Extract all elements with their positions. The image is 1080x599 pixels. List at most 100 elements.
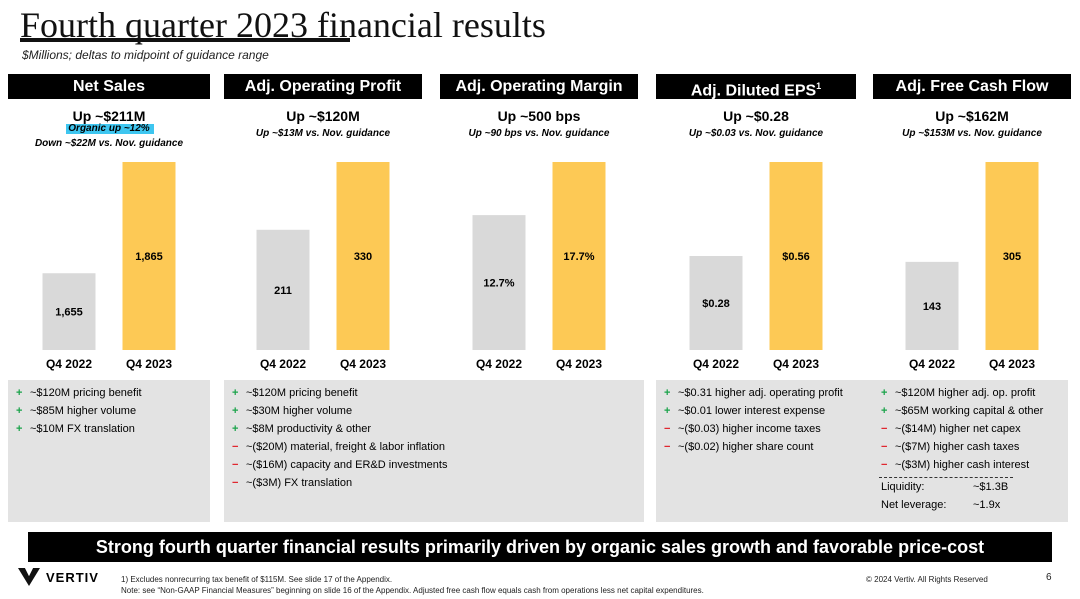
title-underline: [20, 38, 350, 42]
plus-icon: +: [232, 405, 239, 417]
headline: Up ~$0.28: [723, 108, 789, 124]
footnote-1: 1) Excludes nonrecurring tax benefit of …: [121, 575, 393, 584]
driver-item: − ~($3M) FX translation: [232, 477, 352, 489]
copyright: © 2024 Vertiv. All Rights Reserved: [866, 575, 988, 584]
headline: Up ~$162M: [935, 108, 1009, 124]
driver-item: − ~($0.02) higher share count: [664, 441, 813, 453]
plus-icon: +: [16, 405, 23, 417]
vertiv-chevron-icon: [18, 568, 40, 586]
guidance-delta: Down ~$22M vs. Nov. guidance: [34, 138, 184, 149]
liquidity-label: Liquidity:: [881, 481, 925, 493]
driver-text: ~$120M higher adj. op. profit: [895, 387, 1036, 399]
bar-q4-2022: [472, 215, 526, 350]
bar-value-label: $0.28: [702, 298, 730, 310]
minus-icon: −: [232, 477, 239, 489]
headline: Up ~$120M: [286, 108, 360, 124]
minus-icon: −: [232, 459, 239, 471]
plus-icon: +: [16, 423, 23, 435]
panel-5: Adj. Free Cash Flow Up ~$162M Up ~$153M vs…: [873, 74, 1071, 374]
driver-item: + ~$65M working capital & other: [881, 405, 1043, 417]
driver-text: ~$30M higher volume: [246, 405, 353, 417]
drivers-box: + ~$120M higher adj. op. profit + ~$65M wor…: [873, 380, 1055, 522]
bar-value-label: 17.7%: [563, 251, 594, 263]
bar-value-label: 143: [923, 301, 941, 313]
panel-header: Adj. Free Cash Flow: [873, 74, 1071, 99]
organic-growth-note: Organic up ~12%: [68, 123, 150, 134]
bar-value-label: 1,655: [55, 307, 83, 319]
driver-text: ~($7M) higher cash taxes: [895, 441, 1020, 453]
driver-item: + ~$30M higher volume: [232, 405, 352, 417]
category-label: Q4 2022: [693, 357, 739, 371]
organic-highlight: [66, 124, 154, 134]
plus-icon: +: [664, 405, 671, 417]
driver-item: + ~$8M productivity & other: [232, 423, 371, 435]
driver-item: + ~$10M FX translation: [16, 423, 135, 435]
category-label: Q4 2023: [556, 357, 602, 371]
plus-icon: +: [881, 387, 888, 399]
driver-text: ~$120M pricing benefit: [30, 387, 142, 399]
category-label: Q4 2022: [260, 357, 306, 371]
bar-q4-2023: [122, 162, 176, 350]
panel-3: Adj. Operating Margin Up ~500 bps Up ~90 b…: [440, 74, 638, 374]
plus-icon: +: [232, 387, 239, 399]
footnote-2: Note: see “Non-GAAP Financial Measures” …: [121, 586, 704, 595]
plus-icon: +: [16, 387, 23, 399]
liquidity-label: Net leverage:: [881, 499, 947, 511]
driver-text: ~$10M FX translation: [30, 423, 135, 435]
bar-q4-2023: [336, 162, 390, 350]
headline: Up ~$211M: [72, 108, 146, 124]
driver-text: ~($3M) higher cash interest: [895, 459, 1030, 471]
driver-text: ~$85M higher volume: [30, 405, 137, 417]
logo-text: VERTIV: [46, 569, 99, 585]
guidance-delta: Up ~$0.03 vs. Nov. guidance: [688, 128, 824, 139]
driver-item: − ~($14M) higher net capex: [881, 423, 1021, 435]
category-label: Q4 2022: [476, 357, 522, 371]
bar-q4-2022: [689, 256, 743, 350]
minus-icon: −: [664, 423, 671, 435]
driver-text: ~($3M) FX translation: [246, 477, 353, 489]
driver-item: − ~($3M) higher cash interest: [881, 459, 1029, 471]
summary-banner: Strong fourth quarter financial results …: [28, 532, 1052, 562]
bar-q4-2022: [256, 229, 310, 350]
footnote-marker: 1: [816, 81, 822, 91]
bar-q4-2023: [769, 162, 823, 350]
panel-header: Adj. Operating Margin: [440, 74, 638, 99]
panel-header: Net Sales: [8, 74, 210, 99]
bar-q4-2022: [42, 273, 96, 350]
category-label: Q4 2023: [126, 357, 172, 371]
driver-text: ~($0.03) higher income taxes: [678, 423, 821, 435]
driver-text: ~$65M working capital & other: [895, 405, 1044, 417]
bar-chart: 211 Q4 2022 330 Q4 2023: [256, 162, 390, 371]
driver-text: ~($0.02) higher share count: [678, 441, 814, 453]
minus-icon: −: [881, 441, 888, 453]
minus-icon: −: [232, 441, 239, 453]
bar-q4-2023: [552, 162, 606, 350]
minus-icon: −: [881, 459, 888, 471]
driver-text: ~($14M) higher net capex: [895, 423, 1021, 435]
panel-header: Adj. Diluted EPS1: [656, 74, 856, 99]
plus-icon: +: [881, 405, 888, 417]
drivers-box: + ~$120M pricing benefit + ~$30M higher vol…: [224, 380, 644, 522]
driver-item: − ~($0.03) higher income taxes: [664, 423, 821, 435]
driver-item: + ~$0.31 higher adj. operating profit: [664, 387, 843, 399]
dashed-divider: [879, 477, 1013, 478]
driver-item: − ~($20M) material, freight & labor infla…: [232, 441, 445, 453]
bar-chart: 143 Q4 2022 305 Q4 2023: [905, 162, 1039, 371]
minus-icon: −: [881, 423, 888, 435]
headline: Up ~500 bps: [497, 108, 581, 124]
page-number: 6: [1046, 572, 1052, 583]
driver-text: ~$8M productivity & other: [246, 423, 372, 435]
bar-value-label: 330: [354, 251, 372, 263]
bar-chart: $0.28 Q4 2022 $0.56 Q4 2023: [689, 162, 823, 371]
bar-q4-2022: [905, 261, 959, 350]
bar-value-label: $0.56: [782, 251, 810, 263]
category-label: Q4 2023: [773, 357, 819, 371]
guidance-delta: Up ~$13M vs. Nov. guidance: [255, 128, 391, 139]
minus-icon: −: [664, 441, 671, 453]
vertiv-logo: VERTIV: [18, 568, 99, 586]
driver-text: ~$0.31 higher adj. operating profit: [678, 387, 843, 399]
bar-value-label: 1,865: [135, 251, 163, 263]
driver-text: ~$120M pricing benefit: [246, 387, 358, 399]
driver-item: − ~($7M) higher cash taxes: [881, 441, 1019, 453]
category-label: Q4 2022: [909, 357, 955, 371]
